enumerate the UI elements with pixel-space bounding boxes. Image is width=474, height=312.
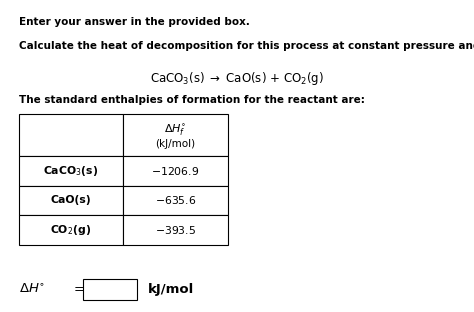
Text: $\Delta H^{\circ}_{f}$: $\Delta H^{\circ}_{f}$ xyxy=(164,123,187,138)
Bar xyxy=(19,114,123,156)
Text: kJ/mol: kJ/mol xyxy=(148,283,194,296)
Bar xyxy=(19,186,123,215)
Text: CaCO$_3$(s) $\rightarrow$ CaO(s) + CO$_2$(g): CaCO$_3$(s) $\rightarrow$ CaO(s) + CO$_2… xyxy=(150,70,324,87)
Text: $-$1206.9: $-$1206.9 xyxy=(151,165,200,177)
Text: $\Delta H^{\circ}$: $\Delta H^{\circ}$ xyxy=(19,283,45,296)
Bar xyxy=(123,156,228,186)
Text: Enter your answer in the provided box.: Enter your answer in the provided box. xyxy=(19,17,250,27)
Bar xyxy=(123,186,228,215)
Bar xyxy=(19,215,123,245)
Text: $-$393.5: $-$393.5 xyxy=(155,224,196,236)
Text: 178: 178 xyxy=(98,283,123,296)
Text: The standard enthalpies of formation for the reactant are:: The standard enthalpies of formation for… xyxy=(19,95,365,105)
Text: CaCO$_3$(s): CaCO$_3$(s) xyxy=(44,164,99,178)
Bar xyxy=(19,156,123,186)
Text: =: = xyxy=(73,283,84,296)
Bar xyxy=(123,114,228,156)
Bar xyxy=(123,215,228,245)
Text: $-$635.6: $-$635.6 xyxy=(155,194,196,207)
Text: (kJ/mol): (kJ/mol) xyxy=(155,139,195,149)
Text: CO$_2$(g): CO$_2$(g) xyxy=(51,223,91,237)
Text: CaO(s): CaO(s) xyxy=(51,195,91,206)
Text: Calculate the heat of decomposition for this process at constant pressure and 25: Calculate the heat of decomposition for … xyxy=(19,41,474,51)
